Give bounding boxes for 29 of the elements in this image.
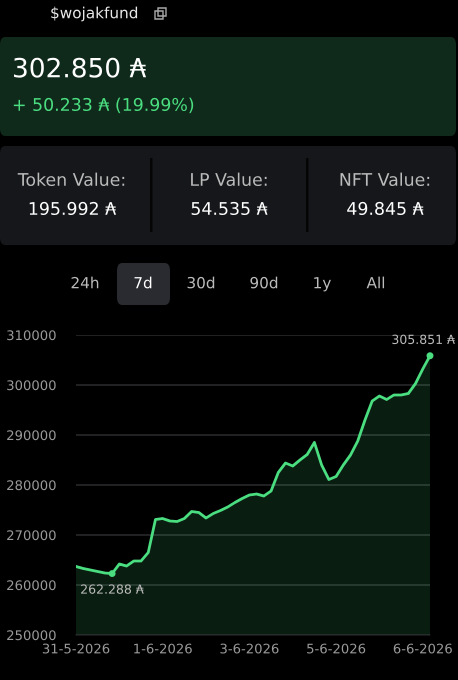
x-tick-label: 1-6-2026: [134, 644, 192, 654]
y-tick-label: 310000: [7, 330, 56, 340]
text: $wojakfund: [51, 6, 138, 22]
text: + 50.233 ₳ (19.99%): [14, 98, 194, 114]
x-tick-label: 3-6-2026: [220, 644, 278, 654]
x-tick-label: 5-6-2026: [307, 644, 366, 654]
text: 90d: [250, 276, 278, 288]
y-tick-label: 280000: [7, 480, 56, 490]
text: 195.992 ₳: [30, 202, 116, 216]
text: 54.535 ₳: [192, 202, 268, 216]
y-tick-label: 260000: [7, 580, 56, 590]
text: 1y: [314, 277, 331, 292]
text: 49.845 ₳: [347, 202, 424, 216]
y-tick-label: 290000: [7, 430, 56, 440]
y-tick-label: 270000: [7, 530, 56, 540]
y-tick-label: 250000: [7, 630, 56, 640]
text: 24h: [72, 276, 98, 288]
text: LP Value:: [191, 172, 267, 186]
text: All: [366, 276, 384, 288]
annotation: 305.851 ₳: [392, 334, 455, 344]
annotation: 262.288 ₳: [81, 584, 144, 594]
text: 7d: [134, 276, 152, 288]
x-tick-label: 31-5-2026: [42, 644, 110, 654]
text: Token Value:: [18, 172, 124, 186]
text: 302.850 ₳: [14, 58, 146, 78]
y-tick-label: 300000: [7, 380, 56, 390]
text: 30d: [188, 276, 214, 288]
x-tick-label: 6-6-2026: [394, 644, 452, 654]
text: NFT Value:: [340, 172, 430, 186]
